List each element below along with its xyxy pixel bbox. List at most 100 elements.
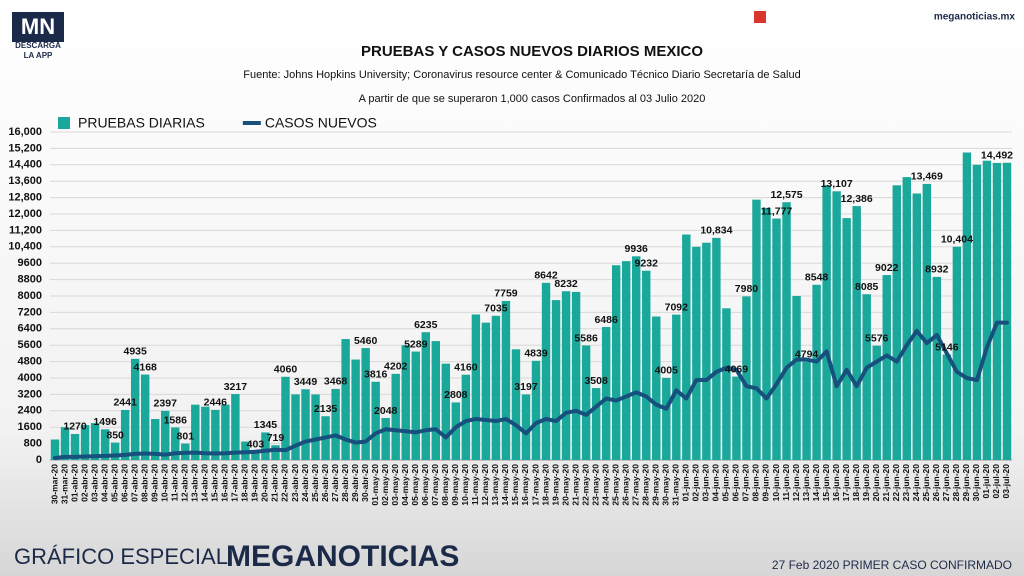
x-tick-label: 04-abr-20 xyxy=(99,464,109,502)
data-label: 9232 xyxy=(635,258,659,270)
data-label: 3449 xyxy=(294,376,318,388)
data-label: 10,834 xyxy=(700,225,732,237)
bar xyxy=(251,451,260,460)
bar xyxy=(702,242,711,460)
data-label: 8232 xyxy=(554,278,578,290)
x-tick-label: 17-abr-20 xyxy=(230,464,240,502)
bar xyxy=(672,314,681,460)
bar xyxy=(411,351,420,460)
x-tick-label: 21-abr-20 xyxy=(270,464,280,502)
bar xyxy=(120,409,130,460)
bar xyxy=(982,160,992,460)
data-label: 14,492 xyxy=(981,150,1013,162)
bar xyxy=(632,256,641,460)
x-tick-label: 25-jun-20 xyxy=(921,464,931,502)
bar xyxy=(70,433,80,460)
data-label: 2808 xyxy=(444,389,468,401)
bar xyxy=(80,425,90,460)
x-tick-label: 21-may-20 xyxy=(570,464,580,506)
note: A partir de que se superaron 1,000 casos… xyxy=(359,93,706,105)
data-label: 4794 xyxy=(795,349,819,361)
data-label: 7980 xyxy=(735,283,759,295)
data-label: 403 xyxy=(247,439,265,451)
x-tick-label: 09-jun-20 xyxy=(761,464,771,502)
x-tick-label: 20-jun-20 xyxy=(871,464,881,502)
x-tick-label: 20-may-20 xyxy=(560,464,570,506)
x-tick-label: 22-jun-20 xyxy=(891,464,901,502)
bar xyxy=(511,349,521,460)
x-tick-label: 12-jun-20 xyxy=(791,464,801,502)
x-tick-label: 01-jun-20 xyxy=(681,464,691,502)
site: meganoticias.mx xyxy=(934,12,1016,23)
x-tick-label: 30-jun-20 xyxy=(971,464,981,502)
data-label: 4060 xyxy=(274,364,298,376)
data-label: 4160 xyxy=(454,362,478,374)
x-tick-label: 09-may-20 xyxy=(450,464,460,506)
bar xyxy=(271,445,280,460)
bar xyxy=(772,218,781,460)
bar xyxy=(140,374,150,460)
x-tick-label: 03-jul-20 xyxy=(1001,464,1011,499)
x-tick-label: 06-abr-20 xyxy=(119,464,129,502)
y-tick-label: 7200 xyxy=(18,306,42,318)
data-label: 10,404 xyxy=(941,233,973,245)
y-tick-label: 12,800 xyxy=(8,192,42,204)
data-label: 8548 xyxy=(805,272,829,284)
data-label: 8085 xyxy=(855,281,879,293)
bar xyxy=(341,339,350,460)
bar xyxy=(60,427,70,460)
data-label: 13,107 xyxy=(821,178,853,190)
bar xyxy=(461,374,471,460)
bar xyxy=(361,348,370,460)
data-label: 12,575 xyxy=(770,189,802,201)
bar xyxy=(110,442,120,460)
y-tick-label: 1600 xyxy=(18,421,42,433)
data-label: 4839 xyxy=(524,348,548,360)
x-tick-label: 10-may-20 xyxy=(460,464,470,506)
x-tick-label: 31-mar-20 xyxy=(59,464,69,504)
bar xyxy=(902,177,911,460)
x-tick-label: 22-may-20 xyxy=(580,464,590,506)
x-tick-label: 28-abr-20 xyxy=(340,464,350,502)
x-tick-label: 14-jun-20 xyxy=(811,464,821,502)
x-tick-label: 26-may-20 xyxy=(620,464,630,506)
data-label: 2135 xyxy=(314,403,338,415)
data-label: 5460 xyxy=(354,335,378,347)
data-label: 12,386 xyxy=(841,193,873,205)
x-tick-label: 01-abr-20 xyxy=(69,464,79,502)
data-label: 4005 xyxy=(655,365,679,377)
x-tick-label: 07-jun-20 xyxy=(741,464,751,502)
data-label: 5586 xyxy=(574,332,598,344)
x-tick-label: 16-jun-20 xyxy=(831,464,841,502)
bar xyxy=(601,327,611,460)
bar xyxy=(972,164,982,461)
x-tick-label: 13-abr-20 xyxy=(190,464,200,502)
bar xyxy=(732,376,741,460)
data-label: 8932 xyxy=(925,264,949,276)
data-label: 8642 xyxy=(534,270,558,282)
bar xyxy=(872,345,881,460)
bar xyxy=(441,363,451,460)
footer-brand: MEGANOTICIAS xyxy=(226,540,459,573)
data-label: 7092 xyxy=(665,301,689,313)
x-tick-label: 03-jun-20 xyxy=(701,464,711,502)
data-label: 1586 xyxy=(164,414,188,426)
data-label: 1270 xyxy=(63,421,87,433)
x-tick-label: 15-may-20 xyxy=(510,464,520,506)
bar xyxy=(932,276,942,460)
x-tick-label: 11-abr-20 xyxy=(170,464,180,502)
legend-swatch xyxy=(58,117,70,129)
data-label: 3816 xyxy=(364,369,388,381)
x-tick-label: 30-mar-20 xyxy=(49,464,59,504)
data-label: 719 xyxy=(267,432,285,444)
x-tick-label: 18-abr-20 xyxy=(240,464,250,502)
x-tick-label: 01-jul-20 xyxy=(981,464,991,499)
bar xyxy=(401,345,410,460)
bar xyxy=(591,388,601,460)
data-label: 3217 xyxy=(224,381,248,393)
bar xyxy=(211,409,220,460)
x-tick-label: 25-abr-20 xyxy=(310,464,320,502)
bar xyxy=(391,373,400,460)
subtitle: Fuente: Johns Hopkins University; Corona… xyxy=(243,69,800,81)
x-tick-label: 15-abr-20 xyxy=(210,464,220,502)
